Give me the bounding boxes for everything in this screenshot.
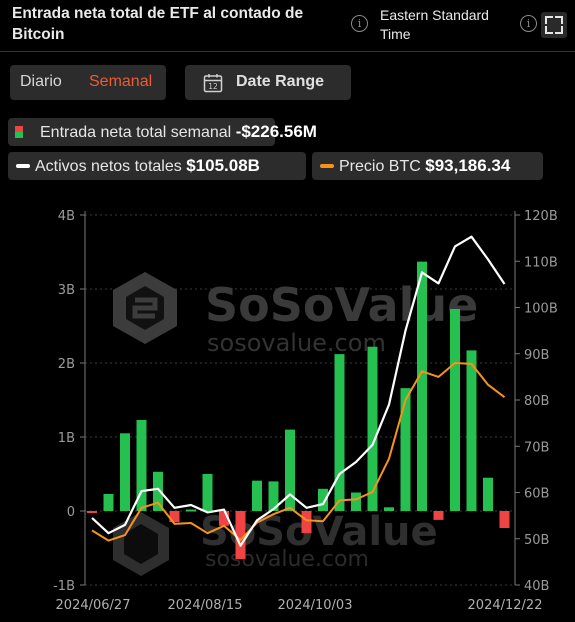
inflow-bar[interactable]: [367, 346, 378, 511]
inflow-bar[interactable]: [202, 474, 213, 511]
inflow-bar[interactable]: [268, 481, 279, 511]
legend-net-inflow[interactable]: Entrada neta total semanal -$226.56M: [8, 118, 317, 146]
inflow-bar[interactable]: [499, 511, 510, 529]
watermark-url-bottom: sosovalue.com: [205, 547, 369, 572]
legend-price-value: $93,186.34: [425, 156, 511, 175]
inflow-bar[interactable]: [301, 511, 312, 534]
inflow-bar[interactable]: [252, 480, 262, 511]
fullscreen-icon: [545, 16, 553, 24]
left-tick-label: 0: [67, 505, 75, 520]
right-tick-label: 60B: [524, 487, 549, 502]
timezone-label: Eastern Standard Time: [380, 7, 489, 42]
inflow-bar[interactable]: [417, 261, 427, 511]
inflow-bar[interactable]: [483, 477, 493, 511]
watermark-logo-top: [113, 272, 177, 344]
right-tick-label: 90B: [524, 348, 549, 363]
legend-net-inflow-label: Entrada neta total semanal: [40, 124, 232, 141]
inflow-bar[interactable]: [235, 511, 246, 560]
inflow-bar[interactable]: [169, 511, 180, 523]
inflow-bar[interactable]: [136, 419, 147, 511]
inflow-bar[interactable]: [433, 511, 444, 520]
legend-total-assets[interactable]: Activos netos totales $105.08B: [8, 152, 306, 180]
inflow-bar[interactable]: [285, 429, 295, 511]
info-icon[interactable]: i: [351, 15, 368, 32]
date-range-label: Date Range: [236, 73, 325, 90]
inflow-bar[interactable]: [87, 511, 97, 513]
inflow-bar[interactable]: [334, 354, 345, 511]
left-tick-label: 2B: [58, 357, 75, 372]
inflow-bar[interactable]: [351, 492, 361, 512]
inflow-bar[interactable]: [466, 350, 477, 511]
inflow-bar[interactable]: [384, 507, 394, 511]
total-assets-line[interactable]: [91, 235, 506, 547]
page-title: Entrada neta total de ETF al contado de …: [12, 5, 304, 43]
tab-weekly[interactable]: Semanal: [89, 73, 153, 90]
calendar-icon: 12: [203, 74, 223, 93]
legend-price-label: Precio BTC: [339, 158, 421, 175]
inflow-bar[interactable]: [318, 488, 328, 511]
btc-price-line[interactable]: [91, 362, 506, 542]
inflow-legend-swatch: [15, 126, 23, 138]
inflow-chart: SoSoValue sosovalue.com SoSoValue sosova…: [53, 209, 558, 613]
x-tick-label: 2024/08/15: [168, 598, 243, 613]
left-tick-label: 4B: [58, 209, 75, 224]
right-tick-label: 100B: [524, 302, 558, 317]
right-tick-label: 70B: [524, 440, 549, 455]
left-tick-label: 1B: [58, 431, 75, 446]
inflow-bar[interactable]: [450, 308, 460, 511]
date-range-button[interactable]: 12 Date Range: [185, 65, 351, 100]
period-tabs: Diario Semanal: [10, 65, 166, 100]
right-tick-label: 120B: [524, 209, 558, 224]
timezone-info-icon[interactable]: i: [520, 15, 537, 32]
legend-assets-value: $105.08B: [186, 156, 260, 175]
inflow-bar[interactable]: [219, 511, 229, 526]
x-tick-label: 2024/10/03: [278, 598, 353, 613]
x-tick-label: 2024/12/22: [468, 598, 543, 613]
inflow-bar[interactable]: [186, 509, 196, 512]
watermark-url-top: sosovalue.com: [207, 329, 386, 357]
inflow-bar[interactable]: [103, 493, 114, 511]
fullscreen-button[interactable]: [541, 12, 567, 38]
header-divider: [0, 51, 575, 52]
legend-btc-price[interactable]: Precio BTC $93,186.34: [312, 152, 543, 180]
price-legend-swatch: [320, 164, 334, 168]
watermark-brand-top: SoSoValue: [205, 278, 478, 332]
left-tick-label: 3B: [58, 283, 75, 298]
right-tick-label: 50B: [524, 533, 549, 548]
svg-text:12: 12: [208, 82, 218, 91]
right-tick-label: 40B: [524, 579, 549, 594]
right-tick-label: 110B: [524, 255, 558, 270]
right-tick-label: 80B: [524, 394, 549, 409]
tab-daily[interactable]: Diario: [20, 73, 62, 90]
inflow-bar[interactable]: [120, 433, 130, 511]
watermark-logo-bottom: [113, 512, 169, 576]
x-tick-label: 2024/06/27: [56, 598, 131, 613]
inflow-bar[interactable]: [153, 471, 163, 511]
legend-assets-label: Activos netos totales: [35, 158, 182, 175]
assets-legend-swatch: [16, 164, 30, 168]
legend-net-inflow-value: -$226.56M: [235, 122, 317, 141]
inflow-bar[interactable]: [400, 388, 411, 511]
left-tick-label: -1B: [53, 579, 75, 594]
